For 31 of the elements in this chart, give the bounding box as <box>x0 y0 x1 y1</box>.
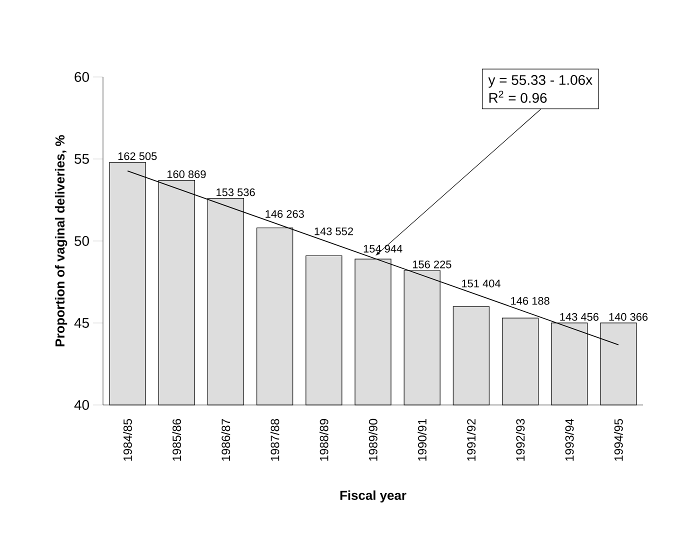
x-tick-label: 1987/88 <box>270 419 280 461</box>
x-tick-label: 1990/91 <box>418 419 426 461</box>
y-tick-label: 50 <box>74 236 89 246</box>
x-axis-title: Fiscal year <box>340 490 406 503</box>
y-tick-label: 40 <box>74 400 89 410</box>
annotation: R$^{2}$ = 0.96 <box>489 90 547 103</box>
annotation: 162 505 <box>118 152 157 160</box>
annotation: 151 404 <box>462 280 500 288</box>
annotation: y = 55.33 - 1.06x <box>488 75 592 88</box>
x-tick-label: 1989/90 <box>368 418 378 461</box>
annotation: 156 225 <box>412 260 452 268</box>
x-tick-label: 1993/94 <box>564 418 574 461</box>
annotation: 143 552 <box>314 227 353 236</box>
x-tick-label: 1986/87 <box>221 419 230 461</box>
annotation: 153 536 <box>216 188 255 196</box>
annotation: 154 944 <box>364 244 402 253</box>
x-tick-label: 1991/92 <box>466 419 476 461</box>
annotation: 143 456 <box>560 313 598 321</box>
annotation: 146 188 <box>511 297 550 305</box>
y-axis-title: Proportion of vaginal deliveries, % <box>55 135 68 346</box>
y-tick-label: 60 <box>74 72 89 82</box>
annotation: 140 366 <box>609 313 648 321</box>
x-tick-label: 1992/93 <box>516 419 525 461</box>
y-tick-label: 55 <box>74 154 89 164</box>
x-tick-label: 1984/85 <box>123 418 132 461</box>
x-tick-label: 1994/95 <box>614 418 623 461</box>
y-tick-label: 45 <box>74 318 89 328</box>
annotation: 160 869 <box>167 170 206 178</box>
x-tick-label: 1988/89 <box>320 419 328 461</box>
annotation: 146 263 <box>266 210 304 218</box>
x-tick-label: 1985/86 <box>172 419 182 461</box>
